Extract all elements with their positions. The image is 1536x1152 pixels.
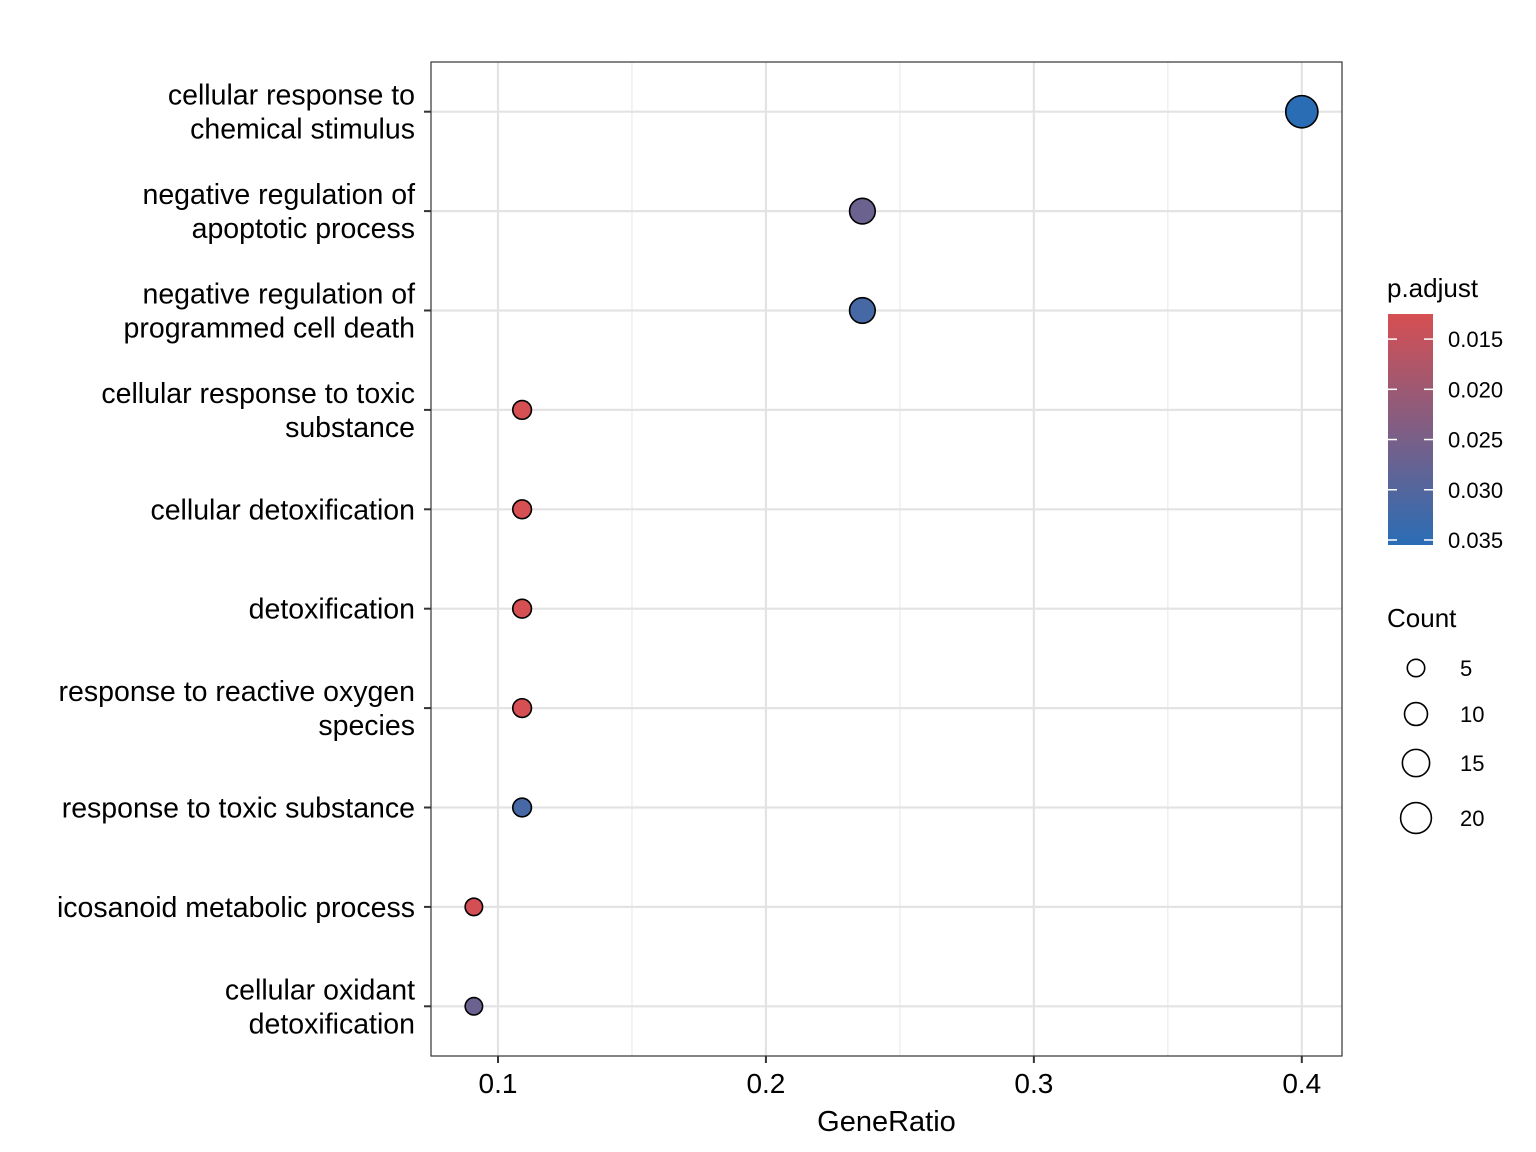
color-legend-label: 0.020 (1448, 377, 1503, 402)
data-point (511, 797, 533, 818)
size-legend-title: Count (1387, 603, 1457, 633)
plot-panel-border (430, 61, 1343, 1057)
y-tick-label-line: response to reactive oxygen (59, 676, 415, 708)
color-legend-label: 0.015 (1448, 327, 1503, 352)
color-legend-label: 0.025 (1448, 428, 1503, 453)
y-tick-label: icosanoid metabolic process (57, 892, 415, 924)
x-axis-label: GeneRatio (817, 1106, 956, 1138)
data-point (511, 399, 533, 421)
y-tick-label: cellular response to chemical stimulus (168, 80, 415, 146)
data-point (511, 697, 533, 719)
y-axis: cellular response to chemical stimulus neg… (57, 80, 431, 1040)
data-point (511, 499, 533, 520)
data-point (511, 598, 533, 619)
y-tick-label-line: species (318, 710, 415, 742)
y-tick-label-line: apoptotic process (192, 213, 415, 245)
y-tick-label-line: cellular response to toxic (101, 378, 415, 410)
data-point (848, 197, 877, 225)
y-tick-label: cellular response to toxic substance (101, 378, 415, 444)
size-legend: Count 5 10 15 20 (1387, 603, 1484, 835)
color-legend-label: 0.035 (1448, 528, 1503, 553)
y-tick-label-line: negative regulation of (142, 279, 415, 311)
x-axis: 0.1 0.2 0.3 0.4 (479, 1056, 1321, 1099)
y-tick-label-line: programmed cell death (124, 313, 416, 345)
y-tick-label: response to toxic substance (62, 793, 415, 825)
data-points (464, 94, 1319, 1016)
size-legend-label: 15 (1460, 751, 1484, 776)
grid-lines (431, 62, 1342, 1056)
size-legend-label: 10 (1460, 702, 1484, 727)
y-tick-label: cellular oxidant detoxification (225, 974, 415, 1040)
size-legend-label: 5 (1460, 656, 1472, 681)
y-tick-label-line: icosanoid metabolic process (57, 892, 415, 924)
y-tick-label-line: chemical stimulus (190, 114, 415, 146)
size-legend-circle (1403, 701, 1429, 727)
x-tick-label: 0.4 (1282, 1068, 1321, 1099)
size-legend-circle (1406, 658, 1426, 678)
size-legend-circle (1401, 748, 1431, 778)
y-tick-label-line: detoxification (249, 1008, 415, 1040)
size-legend-label: 20 (1460, 806, 1484, 831)
data-point (848, 296, 877, 325)
color-bar (1388, 314, 1433, 545)
x-tick-label: 0.2 (746, 1068, 785, 1099)
data-point (464, 996, 484, 1016)
y-tick-label: detoxification (249, 594, 415, 626)
data-point (1284, 94, 1319, 129)
x-tick-label: 0.1 (479, 1068, 518, 1099)
y-tick-label-line: cellular detoxification (150, 494, 415, 526)
color-legend: p.adjust 0.015 0.020 0.025 0.030 0.035 (1387, 273, 1503, 553)
y-tick-label: negative regulation of apoptotic process (142, 179, 415, 245)
y-tick-label-line: cellular oxidant (225, 974, 415, 1006)
size-legend-circle (1399, 801, 1433, 835)
y-tick-label: response to reactive oxygen species (59, 676, 415, 742)
y-tick-label: cellular detoxification (150, 494, 415, 526)
color-legend-title: p.adjust (1387, 273, 1479, 303)
y-tick-label-line: detoxification (249, 594, 415, 626)
y-tick-label: negative regulation of programmed cell de… (124, 279, 416, 345)
y-tick-label-line: cellular response to (168, 80, 415, 112)
y-tick-label-line: response to toxic substance (62, 793, 415, 825)
data-point (464, 897, 484, 917)
y-tick-label-line: negative regulation of (142, 179, 415, 211)
y-tick-label-line: substance (285, 412, 415, 444)
x-tick-label: 0.3 (1014, 1068, 1053, 1099)
color-legend-label: 0.030 (1448, 478, 1503, 503)
